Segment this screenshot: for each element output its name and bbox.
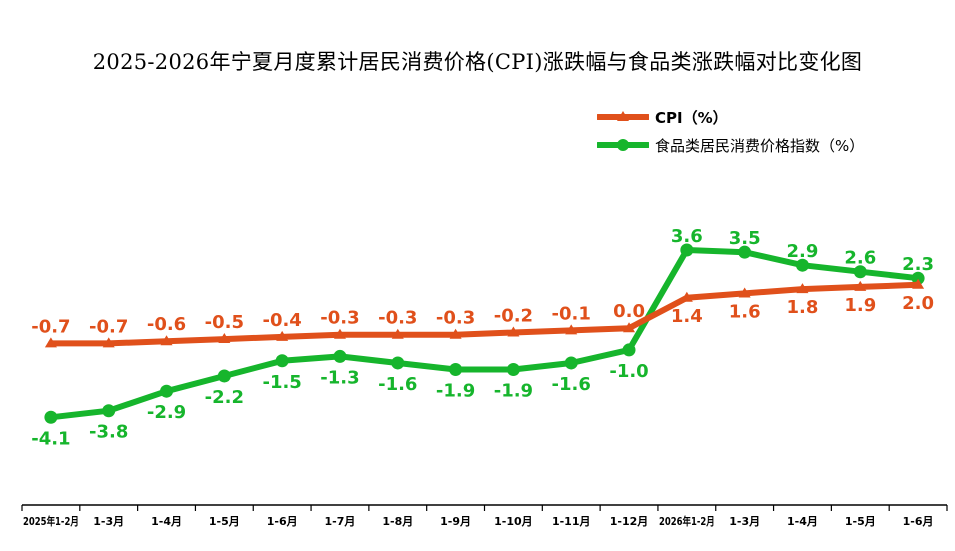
cpi-data-label: 1.9 (844, 295, 876, 316)
food-data-label: -1.5 (262, 372, 301, 393)
legend-swatch-food (597, 139, 649, 151)
data-labels: -0.7 -0.7 -0.6 -0.5 -0.4 -0.3 -0.3 -0.3 -0.2 -0.1… (31, 226, 934, 449)
circle-marker-icon (617, 139, 629, 151)
food-data-label: -1.6 (552, 374, 591, 395)
cpi-point (449, 328, 462, 339)
cpi-point (160, 335, 173, 346)
triangle-marker-icon (617, 111, 629, 121)
food-point (911, 271, 925, 285)
cpi-data-label: -0.3 (378, 308, 417, 329)
food-point (622, 343, 636, 357)
food-point (795, 258, 809, 272)
food-point (738, 245, 752, 259)
legend: CPI（%） 食品类居民消费价格指数（%） (597, 103, 864, 159)
cpi-point (565, 324, 578, 335)
x-axis-labels: 2025年1-2月 1-3月 1-4月 1-5月 1-6月 1-7月 1-8月 1-9月 1-1… (23, 514, 934, 528)
x-tick-label: 1-6月 (267, 515, 298, 528)
x-tick-label: 1-8月 (382, 515, 413, 528)
series-line-food (47, 247, 922, 421)
x-tick-label: 1-12月 (610, 515, 649, 528)
food-point (275, 354, 289, 368)
cpi-point (738, 287, 751, 298)
x-tick-label: 2026年1-2月 (659, 514, 715, 528)
cpi-data-label: -0.4 (262, 310, 301, 331)
x-tick-label: 1-7月 (325, 515, 356, 528)
food-data-label: -2.2 (205, 387, 244, 408)
series-line-cpi (47, 281, 922, 347)
cpi-data-label: 1.8 (787, 297, 819, 318)
x-tick-label: 1-3月 (93, 515, 124, 528)
cpi-point (507, 326, 520, 337)
x-tick-label: 1-4月 (151, 515, 182, 528)
cpi-point (102, 337, 115, 348)
x-tick-label: 1-5月 (209, 515, 240, 528)
legend-swatch-cpi (597, 111, 649, 121)
food-point (217, 369, 231, 383)
cpi-point (796, 283, 809, 294)
cpi-data-label: -0.5 (205, 312, 244, 333)
x-tick-label: 1-4月 (787, 515, 818, 528)
food-point (102, 404, 116, 418)
x-axis-ticks (21, 505, 948, 511)
cpi-point (333, 328, 346, 339)
cpi-point (623, 322, 636, 333)
food-point (506, 362, 520, 376)
food-data-label: -2.9 (147, 402, 186, 423)
cpi-data-label: -0.3 (320, 308, 359, 329)
food-data-label: -1.9 (494, 380, 533, 401)
cpi-data-label: -0.6 (147, 314, 186, 335)
legend-label-cpi: CPI（%） (655, 108, 728, 127)
cpi-point (854, 280, 867, 291)
x-tick-label: 1-9月 (440, 515, 471, 528)
food-data-label: -1.0 (609, 361, 648, 382)
cpi-data-label: -0.7 (89, 316, 128, 337)
legend-item-food: 食品类居民消费价格指数（%） (597, 131, 864, 159)
food-point (449, 362, 463, 376)
x-tick-label: 1-10月 (494, 515, 533, 528)
food-point (680, 243, 694, 257)
cpi-data-label: 0.0 (613, 301, 645, 322)
food-data-label: 3.5 (729, 228, 761, 249)
cpi-point (680, 291, 693, 302)
cpi-data-label: 1.6 (729, 301, 761, 322)
legend-label-food: 食品类居民消费价格指数（%） (655, 136, 865, 155)
x-tick-label: 1-6月 (903, 515, 934, 528)
food-point (160, 384, 174, 398)
x-tick-label: 1-11月 (552, 515, 591, 528)
food-data-label: 3.6 (671, 226, 703, 247)
food-point (333, 349, 347, 363)
legend-item-cpi: CPI（%） (597, 103, 864, 131)
food-data-label: -3.8 (89, 422, 128, 443)
food-point (564, 356, 578, 370)
cpi-data-label: -0.1 (552, 303, 591, 324)
food-data-label: 2.9 (787, 241, 819, 262)
food-point (44, 410, 58, 424)
food-point (853, 265, 867, 279)
food-data-label: -4.1 (31, 428, 70, 449)
food-data-label: -1.6 (378, 374, 417, 395)
cpi-data-label: -0.3 (436, 308, 475, 329)
food-point (391, 356, 405, 370)
cpi-point (276, 330, 289, 341)
x-tick-label: 1-3月 (729, 515, 760, 528)
series-layer (44, 243, 925, 424)
cpi-point (218, 333, 231, 344)
food-data-label: -1.9 (436, 380, 475, 401)
x-tick-label: 1-5月 (845, 515, 876, 528)
cpi-data-label: -0.2 (494, 306, 533, 327)
cpi-point (912, 278, 925, 289)
x-tick-label: 2025年1-2月 (23, 514, 79, 528)
chart-title: 2025-2026年宁夏月度累计居民消费价格(CPI)涨跌幅与食品类涨跌幅对比变… (92, 50, 863, 74)
cpi-point (44, 337, 57, 348)
food-data-label: -1.3 (320, 367, 359, 388)
cpi-point (391, 328, 404, 339)
cpi-data-label: 2.0 (902, 293, 934, 314)
food-data-label: 2.3 (902, 254, 934, 275)
cpi-data-label: -0.7 (31, 316, 70, 337)
cpi-data-label: 1.4 (671, 306, 703, 327)
food-data-label: 2.6 (844, 248, 876, 269)
